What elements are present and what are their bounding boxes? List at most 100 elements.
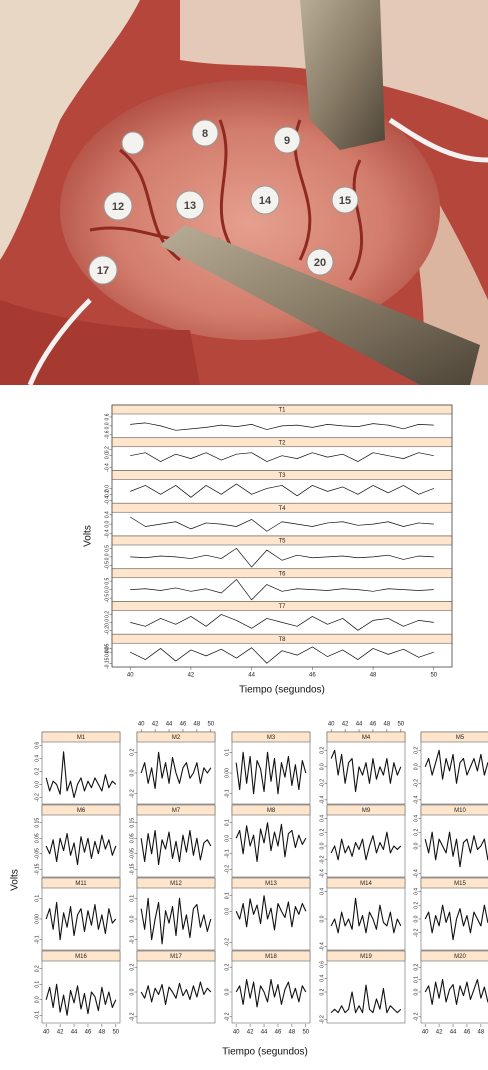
panel-title: M6 <box>77 808 86 814</box>
x-axis-title: Tiempo (segundos) <box>222 1047 308 1058</box>
y-tick-label: -0.2 <box>224 938 230 947</box>
y-tick-label: 0.5 <box>104 577 110 584</box>
y-tick-label: 0.2 <box>129 964 135 971</box>
x-tick-label: 48 <box>289 1030 296 1036</box>
y-tick-label: -0.2 <box>319 855 325 864</box>
y-tick-label: 0.0 <box>224 988 230 995</box>
y-tick-label: 0.0 <box>104 619 110 626</box>
y-tick-label: 0.1 <box>129 895 135 902</box>
panel-title: M2 <box>172 735 181 741</box>
panel-frame <box>232 951 310 1023</box>
x-tick-label: 50 <box>430 673 437 679</box>
y-tick-label: -0.4 <box>319 942 325 951</box>
y-tick-label: -0.5 <box>104 594 110 603</box>
y-tick-label: 0.2 <box>413 902 419 909</box>
y-tick-label: -0.4 <box>104 463 110 472</box>
panel-title: M1 <box>77 735 86 741</box>
panel-title: M11 <box>75 881 87 887</box>
y-tick-label: 0.0 <box>129 988 135 995</box>
x-tick-label: 44 <box>356 722 363 728</box>
y-tick-label: 0.0 <box>224 835 230 842</box>
y-tick-label: 0.0 <box>224 908 230 915</box>
y-tick-label: -0.15 <box>129 863 135 875</box>
y-tick-label: 0.2 <box>319 988 325 995</box>
panel-title: M7 <box>172 808 181 814</box>
x-tick-label: 40 <box>422 1030 429 1036</box>
panel-title: M15 <box>454 881 466 887</box>
electrode-label: 12 <box>112 201 124 213</box>
panel-frame <box>137 878 215 950</box>
figure: 8 9 12 13 14 15 17 20 T1-0.60.00.6T2-0.4… <box>0 0 488 1070</box>
panel-title: T3 <box>278 473 286 479</box>
y-tick-label: -0.2 <box>129 789 135 798</box>
y-tick-label: 0.0 <box>104 520 110 527</box>
y-tick-label: 0.4 <box>413 815 419 822</box>
x-axis-title: Tiempo (segundos) <box>239 685 325 696</box>
panel-frame <box>421 878 488 950</box>
y-tick-label: -0.4 <box>104 529 110 538</box>
panel-title: M8 <box>267 808 276 814</box>
panel-frame <box>421 951 488 1023</box>
panel-title: T6 <box>278 571 286 577</box>
x-tick-label: 40 <box>138 722 145 728</box>
y-tick-label: 0.05 <box>129 833 135 843</box>
y-tick-label: 0.6 <box>34 742 40 749</box>
y-tick-label: 0.2 <box>413 964 419 971</box>
x-tick-label: 42 <box>247 1030 254 1036</box>
y-tick-label: 0.2 <box>319 829 325 836</box>
y-tick-label: 0.1 <box>224 819 230 826</box>
panel-title: M4 <box>362 735 371 741</box>
y-tick-label: 0.0 <box>104 586 110 593</box>
y-tick-label: -0.2 <box>319 779 325 788</box>
x-tick-label: 42 <box>436 1030 443 1036</box>
panel-title: M9 <box>362 808 371 814</box>
y-tick-label: 0.1 <box>224 892 230 899</box>
y-tick-label: 0.2 <box>129 749 135 756</box>
y-tick-label: -0.4 <box>319 795 325 804</box>
y-tick-label: 0.00 <box>224 768 230 778</box>
x-tick-label: 48 <box>384 722 391 728</box>
y-tick-label: 0.0 <box>104 553 110 560</box>
x-tick-label: 46 <box>85 1030 92 1036</box>
y-tick-label: 0.2 <box>104 611 110 618</box>
x-tick-label: 46 <box>180 722 187 728</box>
y-tick-label: 0.1 <box>413 976 419 983</box>
y-tick-label: -0.2 <box>319 1015 325 1024</box>
y-tick-label: 0.2 <box>413 747 419 754</box>
electrode-label: 20 <box>314 257 326 269</box>
electrode-label: 17 <box>97 265 109 277</box>
y-tick-label: 0.0 <box>34 781 40 788</box>
y-tick-label: 0.1 <box>224 749 230 756</box>
x-tick-label: 44 <box>450 1030 457 1036</box>
x-tick-label: 40 <box>328 722 335 728</box>
panel-title: M3 <box>267 735 276 741</box>
panel-frame <box>232 805 310 877</box>
y-tick-label: 0.2 <box>413 829 419 836</box>
y-tick-label: 0.2 <box>224 964 230 971</box>
x-tick-label: 50 <box>302 1030 309 1036</box>
electrode-label: 8 <box>202 128 208 140</box>
x-tick-label: 44 <box>248 673 255 679</box>
y-tick-label: 0.4 <box>319 815 325 822</box>
panel-title: M20 <box>454 954 466 960</box>
y-tick-label: -0.2 <box>413 1012 419 1021</box>
panel-title: M19 <box>360 954 372 960</box>
x-tick-label: 48 <box>99 1030 106 1036</box>
y-tick-label: -0.4 <box>413 869 419 878</box>
panel-title: M5 <box>456 735 465 741</box>
panel-title: T8 <box>278 637 286 643</box>
panel-title: M13 <box>265 881 277 887</box>
panel-frame <box>42 732 120 804</box>
y-tick-label: 0.1 <box>34 895 40 902</box>
electrode-label: 9 <box>284 135 290 147</box>
x-tick-label: 44 <box>166 722 173 728</box>
y-tick-label: -0.15 <box>34 863 40 875</box>
y-tick-label: 0.05 <box>34 833 40 843</box>
y-tick-label: 0.15 <box>34 818 40 828</box>
x-tick-label: 46 <box>309 673 316 679</box>
y-tick-label: 0.0 <box>104 422 110 429</box>
y-axis-title: Volts <box>83 525 94 547</box>
y-tick-label: -0.1 <box>34 1011 40 1020</box>
y-tick-label: 0.4 <box>319 975 325 982</box>
panel-frame <box>232 732 310 804</box>
